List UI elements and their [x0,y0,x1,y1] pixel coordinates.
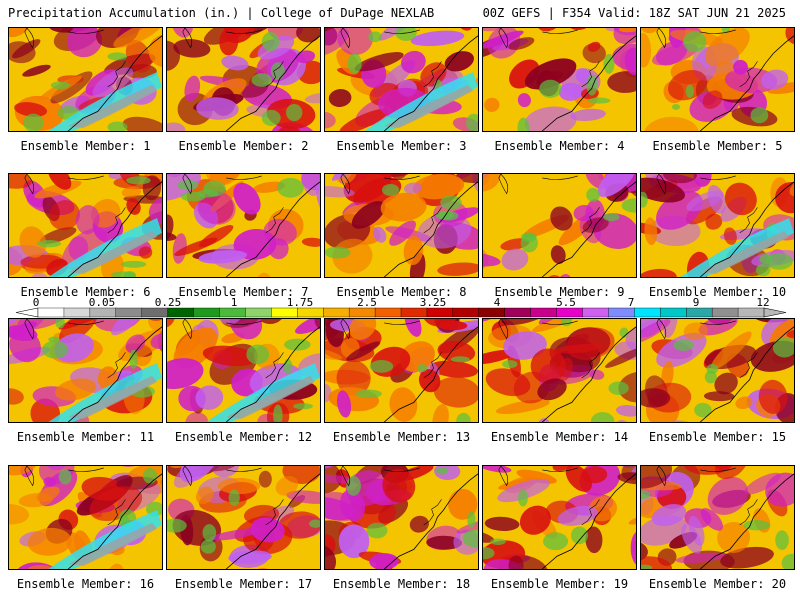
ensemble-member-label: Ensemble Member: 19 [490,577,629,591]
ensemble-member-label: Ensemble Member: 3 [336,139,467,153]
ensemble-member-map [166,465,321,570]
colorbar-swatch [478,307,506,318]
colorbar-swatch [737,307,765,318]
precip-field [9,319,162,422]
colorbar-swatch [556,307,584,318]
ensemble-member-map [640,27,795,132]
precip-field [9,466,162,569]
precip-field [325,466,478,569]
ensemble-member-map [482,27,637,132]
colorbar-swatch [89,307,117,318]
precip-field [483,466,636,569]
colorbar-swatch [297,307,324,318]
colorbar-swatch [426,307,454,318]
precip-field [483,28,636,131]
ensemble-member-label: Ensemble Member: 18 [332,577,471,591]
precip-field [167,319,320,422]
precip-field [9,174,162,277]
ensemble-member-label: Ensemble Member: 15 [648,430,787,444]
ensemble-member-map [324,173,479,278]
colorbar-swatch [504,307,532,318]
colorbar-swatch [63,307,91,318]
colorbar-swatch [452,307,480,318]
ensemble-member-map [640,318,795,423]
ensemble-member-map [482,318,637,423]
colorbar-swatch [400,307,428,318]
precip-field [9,28,162,131]
ensemble-member-label: Ensemble Member: 17 [174,577,313,591]
precip-field [483,174,636,277]
ensemble-member-label: Ensemble Member: 6 [20,285,151,299]
ensemble-member-label: Ensemble Member: 9 [494,285,625,299]
colorbar-swatch [219,307,246,318]
colorbar-min-arrow [15,307,39,318]
ensemble-member-map [482,173,637,278]
precip-field [325,174,478,277]
ensemble-member-map [482,465,637,570]
ensemble-member-label: Ensemble Member: 11 [16,430,155,444]
precip-field [167,28,320,131]
ensemble-member-label: Ensemble Member: 8 [336,285,467,299]
colorbar-swatch [271,307,298,318]
colorbar-swatch [245,307,272,318]
colorbar-max-arrow [763,307,787,318]
colorbar-swatch [115,307,143,318]
ensemble-member-label: Ensemble Member: 12 [174,430,313,444]
precip-field [483,319,636,422]
ensemble-member-label: Ensemble Member: 10 [648,285,787,299]
colorbar-swatch [686,307,713,318]
colorbar-swatch [634,307,661,318]
colorbar-swatch [582,307,609,318]
colorbar-swatch [37,307,65,318]
ensemble-member-map [640,465,795,570]
colorbar-swatch [711,307,739,318]
ensemble-member-map [8,318,163,423]
model-run-valid-time: 00Z GEFS | F354 Valid: 18Z SAT JUN 21 20… [482,6,786,20]
precip-field [641,174,794,277]
colorbar-swatch [167,307,195,318]
precip-field [325,319,478,422]
ensemble-member-label: Ensemble Member: 4 [494,139,625,153]
colorbar-swatch [348,307,376,318]
precip-field [641,466,794,569]
colorbar-swatch [530,307,558,318]
precip-field [167,174,320,277]
colorbar-swatch [323,307,350,318]
colorbar-swatch [374,307,402,318]
ensemble-member-map [324,465,479,570]
ensemble-member-map [8,27,163,132]
ensemble-member-label: Ensemble Member: 16 [16,577,155,591]
precip-field [325,28,478,131]
ensemble-member-label: Ensemble Member: 5 [652,139,783,153]
ensemble-member-label: Ensemble Member: 1 [20,139,151,153]
map-title: Precipitation Accumulation (in.) | Colle… [8,6,435,20]
ensemble-member-map [640,173,795,278]
colorbar-swatch [660,307,687,318]
colorbar-swatch [608,307,635,318]
precip-field [641,319,794,422]
ensemble-member-label: Ensemble Member: 7 [178,285,309,299]
ensemble-member-map [166,27,321,132]
ensemble-member-map [324,27,479,132]
ensemble-member-map [324,318,479,423]
precip-field [167,466,320,569]
ensemble-member-label: Ensemble Member: 20 [648,577,787,591]
colorbar-swatch [141,307,169,318]
ensemble-member-label: Ensemble Member: 13 [332,430,471,444]
ensemble-member-label: Ensemble Member: 2 [178,139,309,153]
ensemble-member-map [166,173,321,278]
ensemble-member-map [8,173,163,278]
colorbar-swatch [193,307,221,318]
ensemble-member-label: Ensemble Member: 14 [490,430,629,444]
ensemble-member-map [166,318,321,423]
ensemble-member-map [8,465,163,570]
precip-field [641,28,794,131]
